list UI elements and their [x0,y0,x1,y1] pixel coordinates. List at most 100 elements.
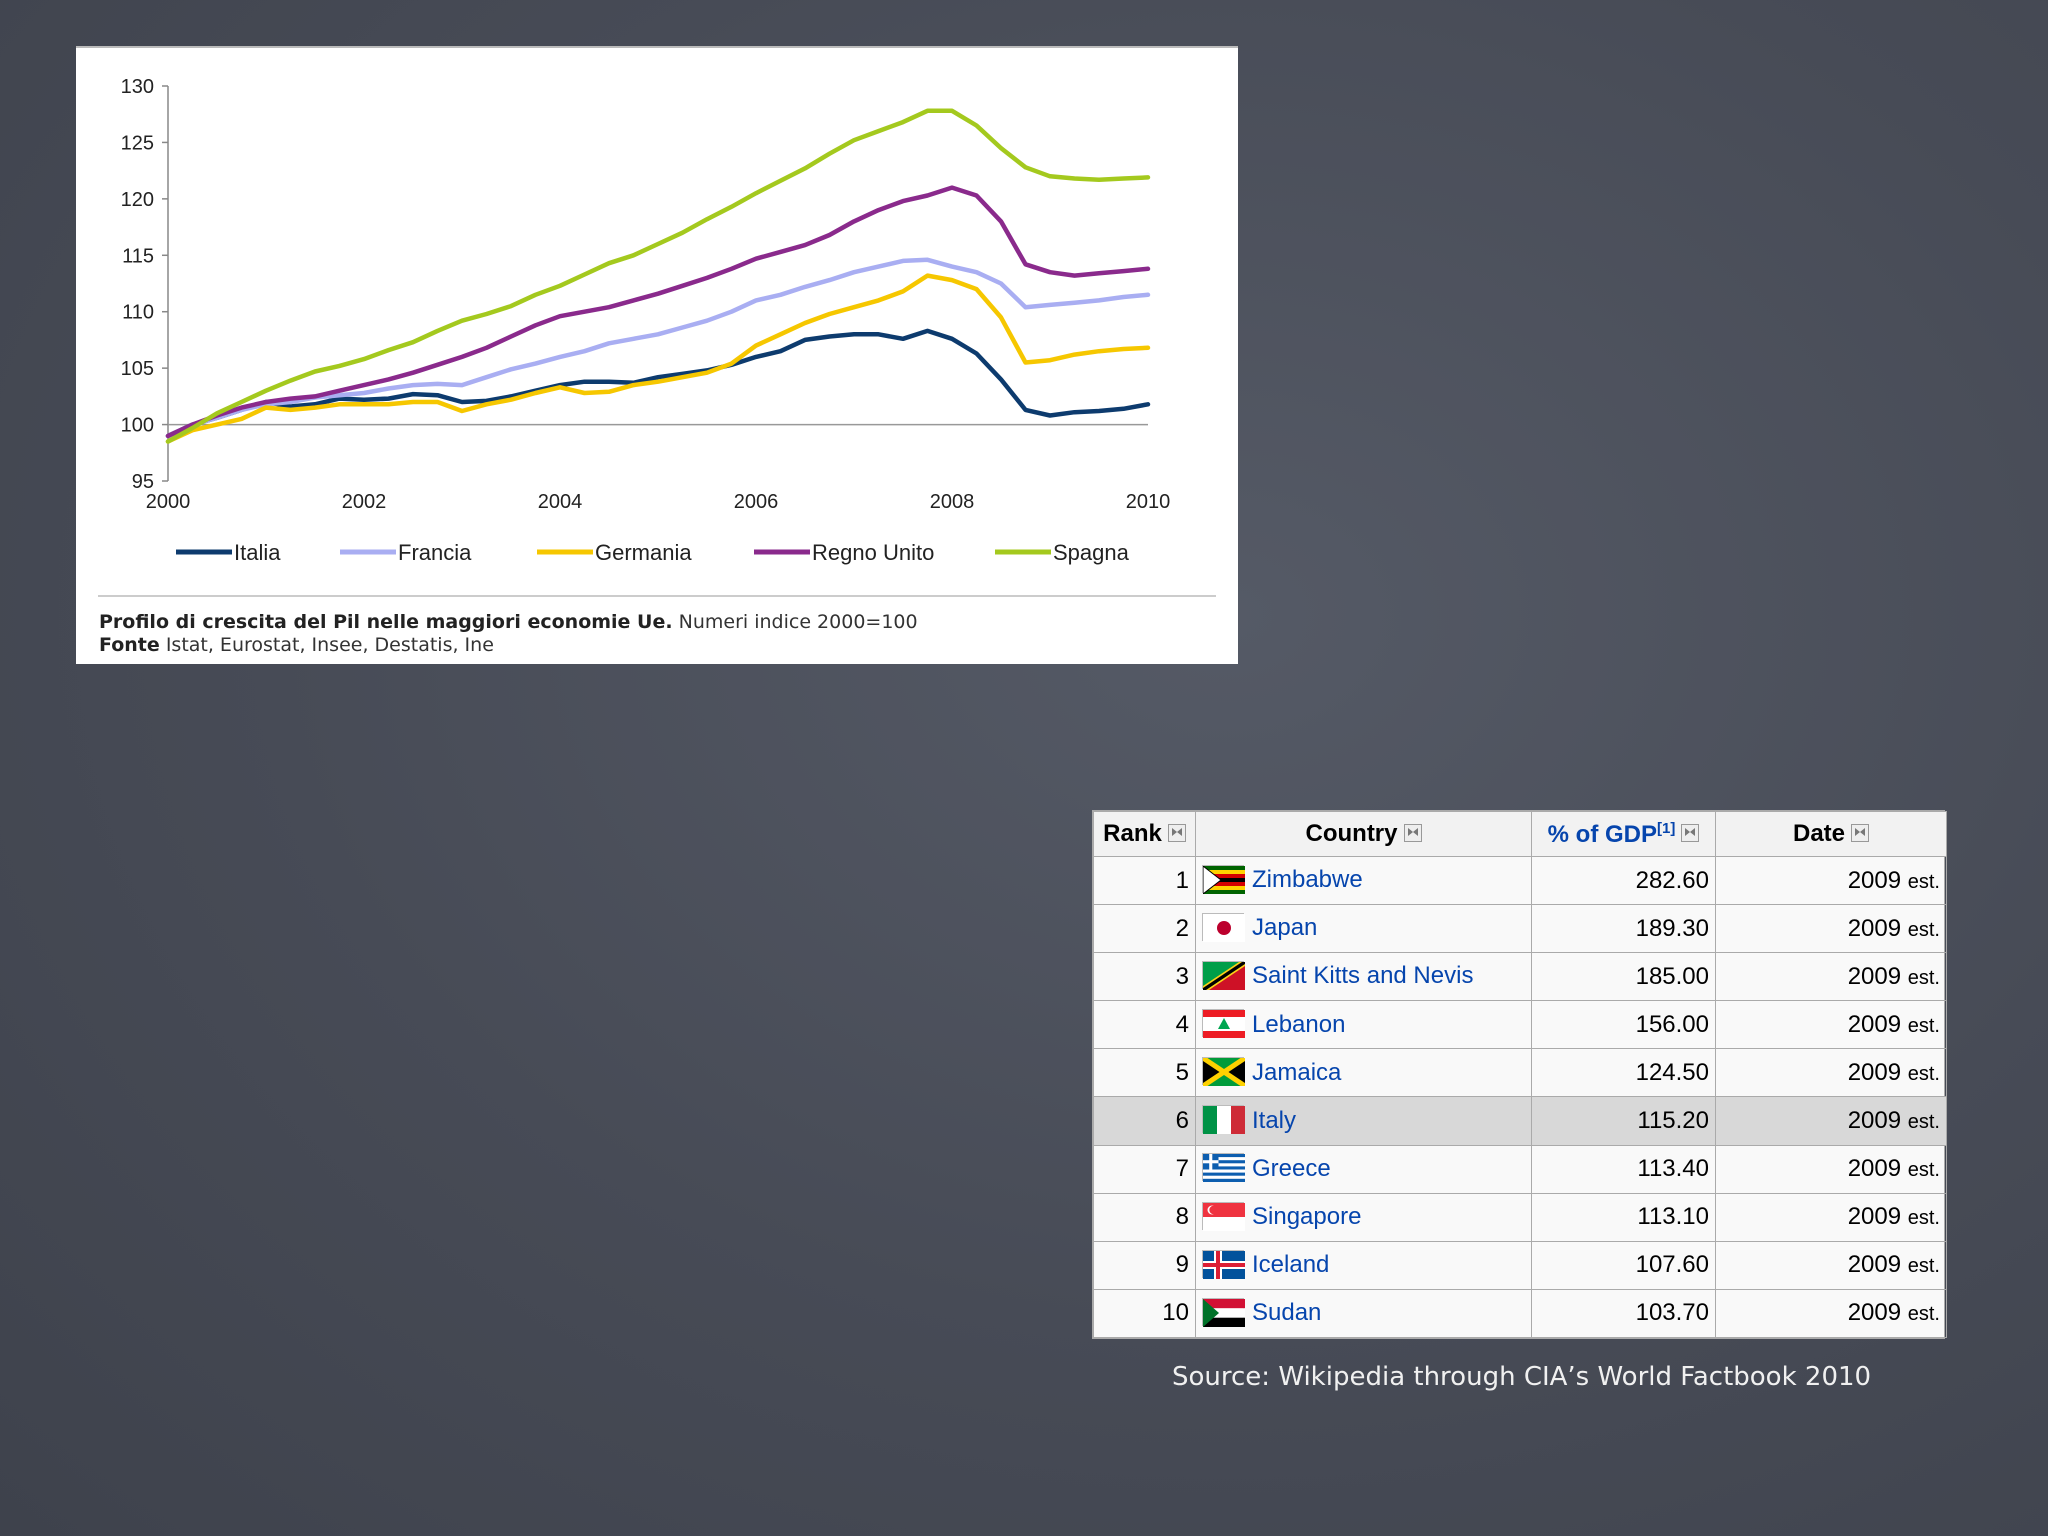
rank-cell: 5 [1093,1048,1196,1098]
gdp-cell: 189.30 [1531,904,1716,954]
country-link[interactable]: Sudan [1252,1299,1322,1327]
country-cell: Italy [1195,1096,1532,1146]
table-header-row: Rank Country % of GDP[1] Date [1093,811,1947,857]
country-link[interactable]: Japan [1252,914,1318,942]
date-cell: 2009 est. [1715,1144,1947,1194]
gdp-cell: 185.00 [1531,952,1716,1002]
country-link[interactable]: Jamaica [1252,1058,1342,1086]
x-tick-label: 2010 [1126,491,1171,513]
table-row: 3 Saint Kitts and Nevis 185.00 2009 est. [1093,952,1947,1002]
jamaica-flag-icon [1201,1056,1247,1089]
y-tick-label: 125 [121,132,154,154]
x-tick-label: 2004 [538,491,583,513]
rank-cell: 2 [1093,904,1196,954]
header-gdp[interactable]: % of GDP[1] [1531,811,1716,857]
y-tick-label: 110 [122,302,154,324]
sudan-flag-icon [1202,1297,1245,1327]
country-cell: Zimbabwe [1195,855,1532,906]
table-row: 5 Jamaica 124.50 2009 est. [1093,1048,1947,1098]
table-row: 10 Sudan 103.70 2009 est. [1093,1288,1947,1339]
country-cell: Jamaica [1195,1048,1532,1098]
country-cell: Greece [1195,1144,1532,1194]
y-tick-label: 100 [121,415,154,437]
date-cell: 2009 est. [1715,1048,1947,1098]
sort-icon[interactable] [1403,823,1422,842]
legend-label: Germania [595,540,692,565]
date-cell: 2009 est. [1715,1096,1947,1146]
country-link[interactable]: Greece [1252,1154,1331,1182]
rank-cell: 1 [1093,855,1196,906]
rank-cell: 4 [1093,1000,1196,1050]
legend-label: Francia [398,540,472,565]
country-link[interactable]: Italy [1252,1106,1297,1134]
gdp-cell: 282.60 [1531,855,1716,906]
sort-icon[interactable] [1167,823,1186,842]
country-cell: Iceland [1195,1240,1532,1290]
rank-cell: 7 [1093,1144,1196,1194]
date-cell: 2009 est. [1715,855,1947,906]
legend-label: Regno Unito [812,540,934,565]
date-cell: 2009 est. [1715,1288,1947,1339]
country-cell: Singapore [1195,1192,1532,1242]
x-tick-label: 2000 [146,491,191,513]
sort-icon[interactable] [1681,824,1700,843]
country-link[interactable]: Zimbabwe [1252,866,1363,894]
chart-caption: Profilo di crescita del Pil nelle maggio… [99,611,918,633]
iceland-flag-icon [1202,1249,1245,1279]
country-link[interactable]: Singapore [1252,1202,1362,1230]
y-tick-label: 115 [122,245,154,267]
series-line-germania [165,273,1151,444]
country-cell: Saint Kitts and Nevis [1195,952,1532,1002]
gdp-growth-line-chart: 95 100 105 110 115 120 125 130 2000 2002 2004 2006 2… [76,46,1238,597]
date-cell: 2009 est. [1715,1000,1947,1050]
gdp-reference-link[interactable]: [1] [1657,819,1676,837]
gdp-cell: 107.60 [1531,1240,1716,1290]
saint-kitts-flag-icon [1202,961,1245,991]
greece-flag-icon [1202,1153,1245,1183]
table-row: 8 Singapore 113.10 2009 est. [1093,1192,1947,1242]
header-country[interactable]: Country [1195,811,1532,857]
series-line-italia [165,328,1151,439]
italy-flag-icon [1202,1105,1245,1135]
gdp-cell: 156.00 [1531,1000,1716,1050]
rank-cell: 6 [1093,1096,1196,1146]
debt-ranking-table-panel: Rank Country % of GDP[1] Date 1 Zimbabwe 2… [1092,810,1947,1339]
table-row: 9 Iceland 107.60 2009 est. [1093,1240,1947,1290]
header-rank[interactable]: Rank [1093,811,1196,857]
rank-cell: 8 [1093,1192,1196,1242]
gdp-cell: 124.50 [1531,1048,1716,1098]
chart-source: Fonte Istat, Eurostat, Insee, Destatis, … [99,634,494,656]
date-cell: 2009 est. [1715,1240,1947,1290]
date-cell: 2009 est. [1715,1192,1947,1242]
table-row: 7 Greece 113.40 2009 est. [1093,1144,1947,1194]
legend-label: Spagna [1053,540,1130,565]
table-row: 1 Zimbabwe 282.60 2009 est. [1093,855,1947,906]
gdp-growth-chart-panel: 95 100 105 110 115 120 125 130 2000 2002 2004 2006 2… [76,46,1238,664]
country-cell: Japan [1195,904,1532,954]
country-cell: Sudan [1195,1288,1532,1339]
header-date[interactable]: Date [1715,811,1947,857]
gdp-header-link[interactable]: % of GDP [1547,820,1657,848]
y-tick-label: 105 [121,358,154,380]
x-tick-label: 2008 [930,491,975,513]
table-row: 6 Italy 115.20 2009 est. [1093,1096,1947,1146]
gdp-cell: 103.70 [1531,1288,1716,1339]
country-link[interactable]: Iceland [1252,1250,1330,1278]
table-row: 2 Japan 189.30 2009 est. [1093,904,1947,954]
country-link[interactable]: Lebanon [1252,1010,1346,1038]
legend-label: Italia [234,540,281,565]
rank-cell: 9 [1093,1240,1196,1290]
y-tick-label: 120 [121,189,154,211]
sort-icon[interactable] [1851,823,1870,842]
rank-cell: 10 [1093,1288,1196,1339]
y-tick-label: 130 [121,76,154,98]
gdp-cell: 115.20 [1531,1096,1716,1146]
x-tick-label: 2006 [734,491,779,513]
date-cell: 2009 est. [1715,904,1947,954]
country-cell: Lebanon [1195,1000,1532,1050]
country-link[interactable]: Saint Kitts and Nevis [1252,962,1474,990]
japan-flag-icon [1202,912,1245,942]
lebanon-flag-icon [1202,1009,1245,1039]
y-tick-label: 95 [132,471,154,493]
gdp-cell: 113.40 [1531,1144,1716,1194]
